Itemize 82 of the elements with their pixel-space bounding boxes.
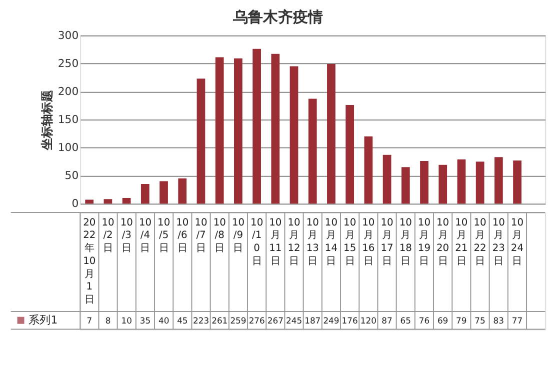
data-label: 223 [193,315,210,326]
x-tick-label: 10月17日 [380,217,394,267]
x-tick-label: 10月23日 [492,217,505,267]
y-tick-label: 250 [58,56,79,70]
x-tick-label: 10月16日 [362,217,375,267]
y-tick-label: 200 [58,84,79,98]
bar [234,58,242,204]
x-tick-label: 10/3日 [120,217,133,254]
y-tick-label: 50 [64,169,79,182]
x-tick-label: 10月20日 [436,217,450,267]
data-label: 176 [342,315,358,326]
data-label: 77 [512,315,523,326]
y-tick-label: 300 [58,28,79,42]
bar [271,54,280,204]
bar [494,157,503,204]
data-label: 75 [474,315,486,326]
bar [346,104,354,204]
data-label: 65 [400,315,411,326]
x-tick-label: 10/2日 [102,217,114,254]
x-tick-label: 10/6日 [176,217,189,254]
data-label: 276 [248,315,265,326]
x-tick-label: 10月12日 [288,217,300,267]
bar [160,181,168,204]
data-label: 261 [212,315,228,326]
bar [327,64,336,204]
bar [104,199,112,204]
x-tick-label: 10月13日 [306,217,319,267]
bar [401,167,410,204]
bar [382,154,392,204]
x-tick-label: 10月22日 [474,217,486,267]
data-label: 76 [418,315,430,326]
x-tick-label: 10月24日 [510,217,524,267]
bar [122,198,131,204]
data-label: 79 [456,315,467,326]
x-tick-label: 10月15日 [344,217,356,267]
x-tick-label: 10/5日 [158,217,170,254]
data-label: 87 [382,315,392,326]
legend-label: 系列1 [28,313,58,326]
data-label: 187 [304,315,321,326]
data-label: 10 [121,315,132,326]
bar [457,159,466,204]
y-tick-label: 150 [58,112,79,126]
bar [252,48,261,204]
chart-title: 乌鲁木齐疫情 [232,8,323,26]
x-tick-label: 10月14日 [324,217,338,267]
bar [196,78,206,204]
x-tick-label: 2022年10月1日 [83,217,96,306]
x-tick-label: 10月21日 [455,217,468,267]
bar [85,200,94,204]
bar [178,178,187,204]
bar [290,66,298,204]
data-label: 267 [267,315,284,326]
data-label: 40 [158,315,170,326]
bar [364,136,373,204]
bar [420,161,428,204]
bar [140,184,150,204]
x-tick-label: 10月18日 [399,217,412,267]
data-label: 35 [140,315,151,326]
bar [215,57,224,204]
bar [476,162,484,204]
bar [513,160,522,204]
data-label: 120 [360,315,376,326]
data-label: 83 [493,315,504,326]
x-tick-label: 10/10日 [250,217,264,267]
data-label: 8 [105,315,111,326]
y-axis-title: 坐标轴标题 [40,90,54,152]
x-tick-label: 10/7日 [194,217,208,254]
x-tick-label: 10/8日 [213,217,226,254]
data-label: 259 [230,315,246,326]
data-label: 245 [286,315,302,326]
data-label: 69 [437,315,448,326]
bar [308,98,317,204]
x-tick-label: 10月11日 [269,217,282,267]
data-label: 249 [323,315,340,326]
data-label: 7 [86,315,92,326]
x-tick-label: 10/9日 [232,217,245,254]
y-tick-label: 0 [72,197,79,210]
bar [438,164,448,204]
x-tick-label: 10月19日 [418,217,430,267]
x-tick-label: 10/4日 [138,217,152,254]
data-label: 45 [177,315,188,326]
y-tick-label: 100 [58,141,79,154]
